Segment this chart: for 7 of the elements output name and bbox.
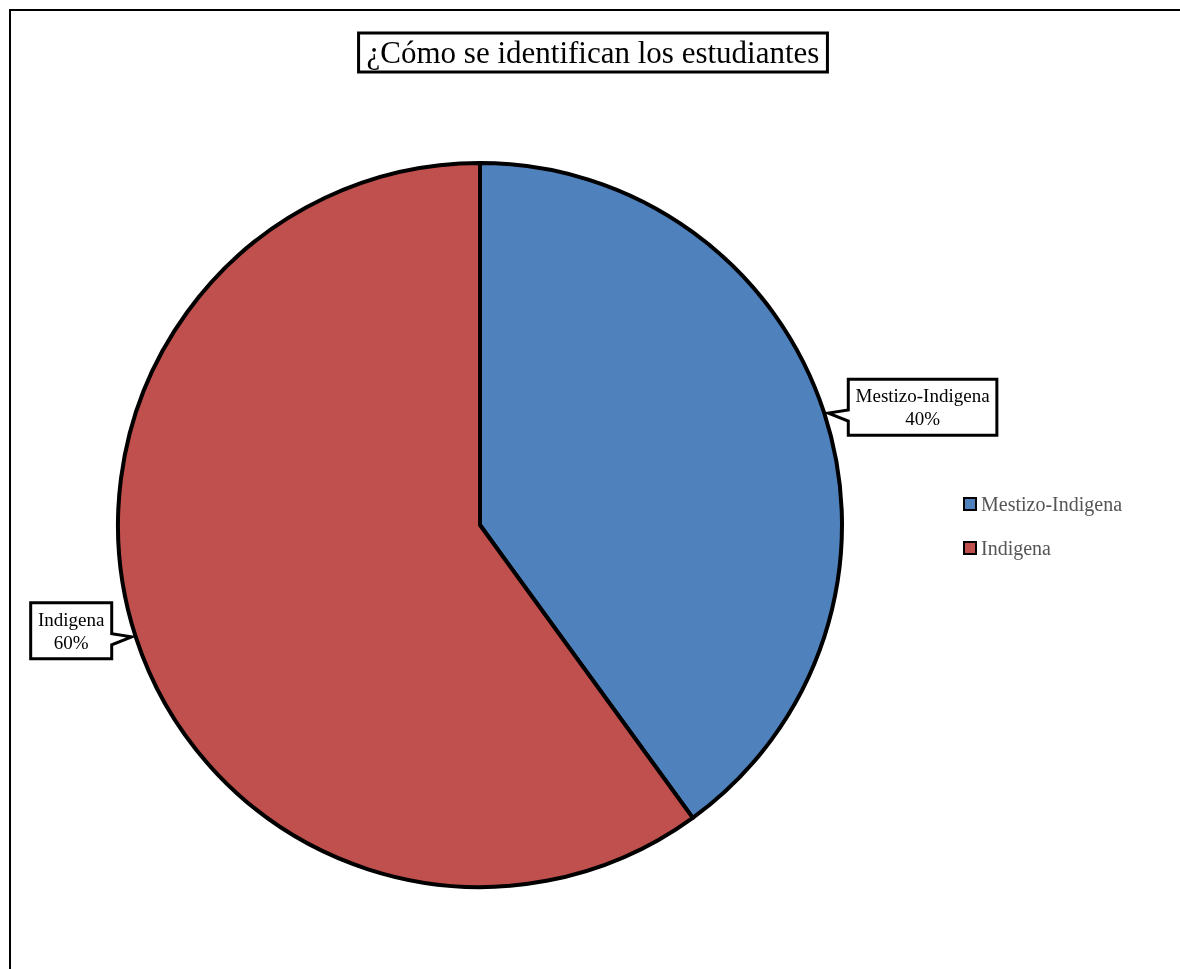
- legend-label: Mestizo-Indigena: [981, 493, 1123, 516]
- data-label: 40%: [905, 408, 941, 430]
- legend-label: Indigena: [981, 537, 1052, 560]
- slice-label: Mestizo-Indigena: [855, 385, 991, 407]
- slice-label: Indigena: [37, 608, 105, 630]
- chart-title: ¿Cómo se identifican los estudiantes: [366, 35, 820, 70]
- data-label: 60%: [53, 631, 89, 653]
